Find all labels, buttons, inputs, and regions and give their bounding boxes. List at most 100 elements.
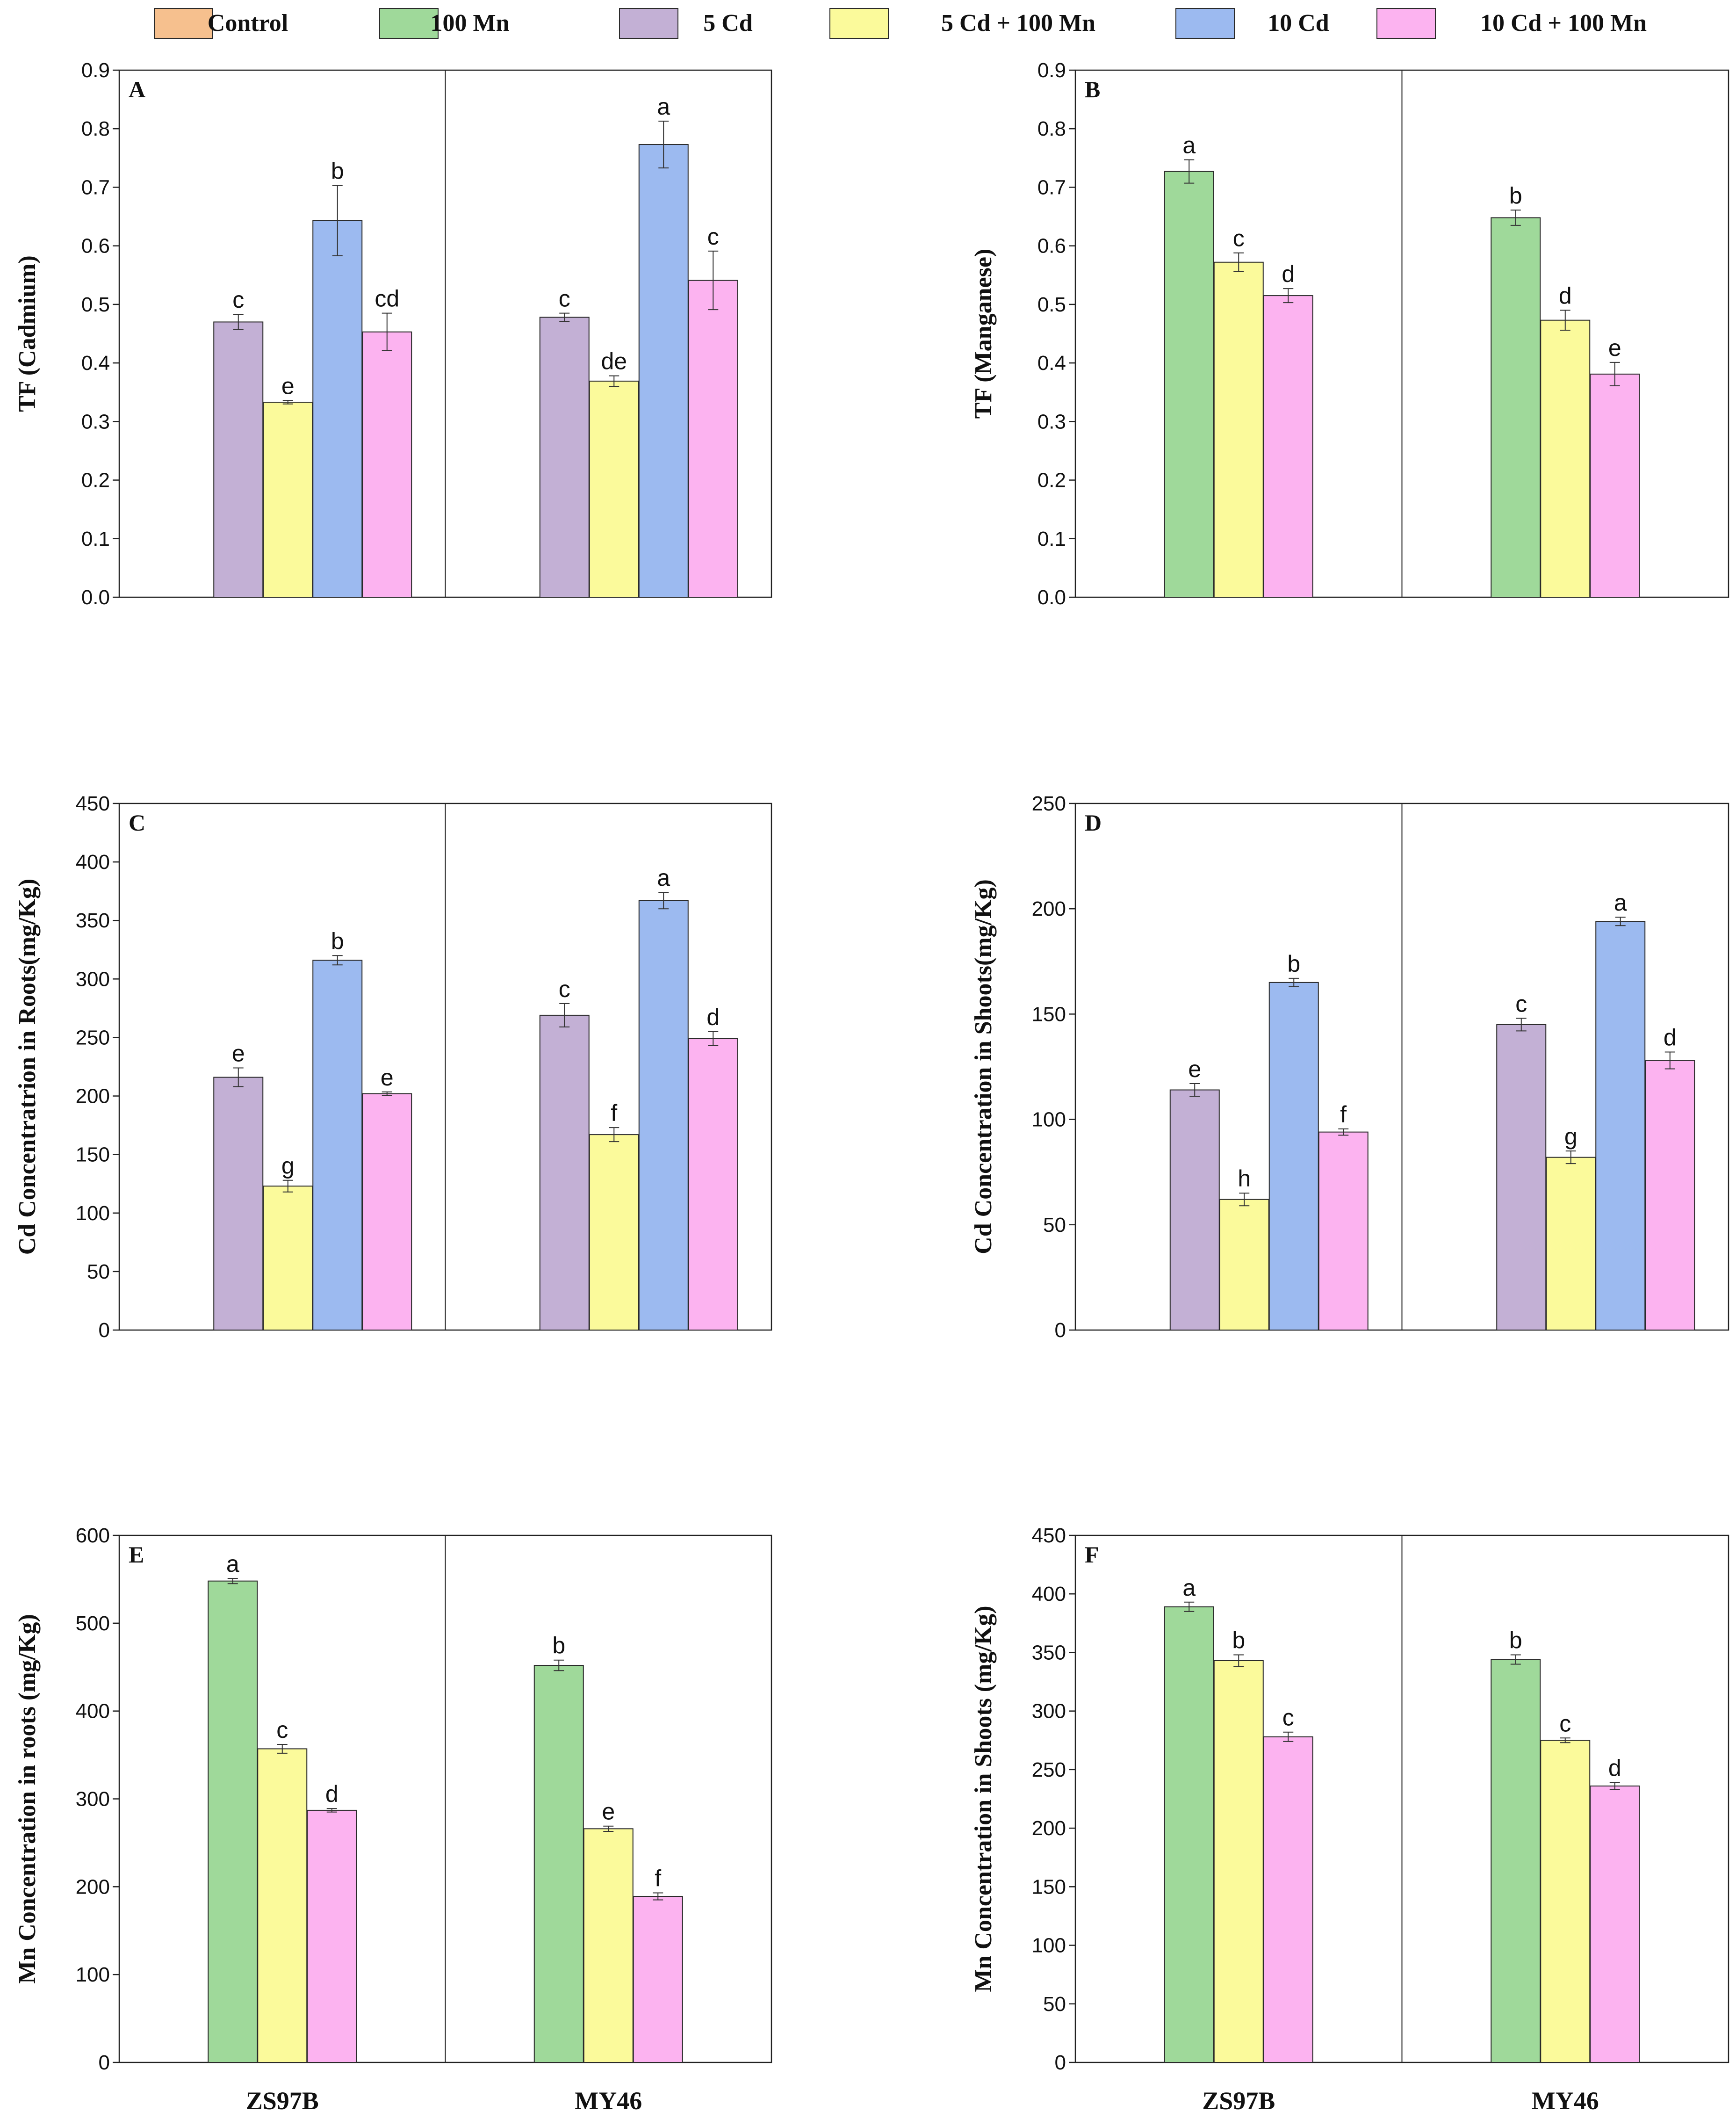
chart-D-y-axis-label: Cd Concentration in Shoots(mg/Kg) xyxy=(970,879,997,1254)
chart-B-y-tick-label: 0.8 xyxy=(1037,117,1066,140)
legend-item-cd10: 10 Cd xyxy=(1175,8,1329,39)
chart-C-bar-cd10-my46 xyxy=(638,900,689,1331)
chart-C-bar-cd10-zs97b xyxy=(312,960,363,1331)
chart-F-significance-letter: c xyxy=(1559,1710,1571,1736)
chart-D-bar-cd10-my46 xyxy=(1595,921,1646,1331)
chart-E-x-tick-label-my46: MY46 xyxy=(575,2087,642,2115)
chart-A-y-tick-label: 0.9 xyxy=(81,59,110,82)
chart-E-x-tick-label-zs97b: ZS97B xyxy=(246,2087,319,2115)
chart-C-y-tick-label: 250 xyxy=(76,1026,110,1049)
chart-E-panel-letter: E xyxy=(129,1541,144,1568)
chart-D-y-tick-label: 100 xyxy=(1032,1108,1066,1131)
chart-D: D 0 50 100 150 200 250 Cd Concentration in Shoo… xyxy=(970,792,1729,1342)
chart-F-bar-mn100-zs97b xyxy=(1164,1606,1214,2063)
chart-F-bar-cd10mn-my46 xyxy=(1590,1785,1640,2063)
chart-F-panel-letter: F xyxy=(1085,1541,1099,1568)
legend-item-control: Control xyxy=(154,8,288,39)
chart-D-y-tick-label: 150 xyxy=(1032,1003,1066,1026)
chart-D-bar-cd10-zs97b xyxy=(1268,982,1319,1331)
chart-A-significance-letter: c xyxy=(559,286,570,312)
chart-E-significance-letter: b xyxy=(552,1633,565,1659)
chart-D-significance-letter: g xyxy=(1564,1123,1578,1150)
chart-C-significance-letter: e xyxy=(232,1041,245,1067)
chart-F-bar-cd10mn-zs97b xyxy=(1263,1736,1313,2063)
chart-F-y-axis-label: Mn Concentration in Shoots (mg/Kg) xyxy=(970,1606,997,1992)
chart-A-y-tick-label: 0.7 xyxy=(81,176,110,199)
chart-A-significance-letter: a xyxy=(657,94,670,120)
legend-item-cd10mn: 10 Cd + 100 Mn xyxy=(1376,8,1647,39)
chart-B-significance-letter: b xyxy=(1509,182,1522,209)
chart-C-significance-letter: c xyxy=(559,976,570,1002)
chart-A-bar-cd5-zs97b xyxy=(213,321,264,598)
chart-B-y-tick-label: 0.0 xyxy=(1037,586,1066,609)
chart-B-bar-mn100-zs97b xyxy=(1164,171,1214,598)
chart-C-y-tick-label: 200 xyxy=(76,1085,110,1108)
chart-F-significance-letter: b xyxy=(1509,1627,1522,1653)
chart-C-y-tick-label: 350 xyxy=(76,909,110,932)
chart-F-y-tick-label: 150 xyxy=(1032,1875,1066,1898)
chart-F-x-tick-label-my46: MY46 xyxy=(1532,2087,1599,2115)
chart-B-significance-letter: e xyxy=(1608,335,1621,361)
chart-C-significance-letter: b xyxy=(331,928,344,954)
chart-D-significance-letter: h xyxy=(1238,1165,1251,1192)
chart-B-y-tick-label: 0.9 xyxy=(1037,59,1066,82)
chart-E-significance-letter: a xyxy=(226,1551,239,1577)
chart-E-bar-mn100-my46 xyxy=(533,1664,584,2063)
chart-A-y-tick-label: 0.5 xyxy=(81,293,110,316)
chart-E-y-tick-label: 200 xyxy=(76,1875,110,1898)
chart-E-bar-cd5mn-zs97b xyxy=(257,1748,308,2063)
chart-C-y-tick-label: 150 xyxy=(76,1143,110,1166)
chart-B-significance-letter: c xyxy=(1233,225,1245,252)
chart-D-panel-letter: D xyxy=(1085,810,1102,836)
chart-C-significance-letter: e xyxy=(381,1064,394,1091)
chart-E-significance-letter: f xyxy=(655,1865,661,1891)
chart-A-significance-letter: de xyxy=(601,348,627,375)
chart-F-y-tick-label: 100 xyxy=(1032,1934,1066,1957)
chart-D-bar-cd5mn-zs97b xyxy=(1219,1199,1269,1331)
chart-D-bar-cd10mn-my46 xyxy=(1645,1060,1695,1331)
chart-A-y-axis-label: TF (Cadmium) xyxy=(14,255,41,412)
chart-B-y-tick-label: 0.6 xyxy=(1037,235,1066,258)
chart-B-y-axis-label: TF (Manganese) xyxy=(970,249,997,419)
chart-F-bar-mn100-my46 xyxy=(1491,1659,1541,2063)
chart-A-bar-cd10-zs97b xyxy=(312,220,363,598)
chart-A-y-tick-label: 0.0 xyxy=(81,586,110,609)
legend-swatch-cd5mn xyxy=(829,8,889,39)
chart-C-significance-letter: d xyxy=(706,1004,720,1030)
chart-E-bar-cd5mn-my46 xyxy=(583,1828,634,2063)
chart-C-bar-cd5mn-zs97b xyxy=(263,1186,313,1331)
chart-F: F 0 50 100 150 200 250 300 350 400 450 Mn Concentra… xyxy=(970,1524,1729,2115)
chart-F-y-tick-label: 250 xyxy=(1032,1758,1066,1781)
chart-A-panel-letter: A xyxy=(129,76,145,102)
chart-C-bar-cd5mn-my46 xyxy=(589,1134,639,1331)
chart-A-significance-letter: cd xyxy=(375,286,399,312)
chart-E: E 0 100 200 300 400 500 600 Mn Concentration in … xyxy=(14,1524,772,2115)
chart-A-bar-cd10mn-zs97b xyxy=(362,331,412,598)
chart-D-significance-letter: c xyxy=(1515,991,1527,1017)
chart-F-bar-cd5mn-zs97b xyxy=(1213,1660,1264,2063)
chart-A: A 0.0 0.1 0.2 0.3 0.4 0.5 0.6 0.7 0.8 0.9 TF (Cadmi… xyxy=(14,59,772,609)
legend-label-cd5: 5 Cd xyxy=(703,10,753,36)
chart-F-x-tick-label-zs97b: ZS97B xyxy=(1202,2087,1275,2115)
chart-F-significance-letter: a xyxy=(1182,1575,1196,1601)
chart-F-significance-letter: d xyxy=(1608,1755,1621,1781)
chart-D-bar-cd5-my46 xyxy=(1496,1024,1547,1331)
legend-item-mn100: 100 Mn xyxy=(379,8,510,39)
chart-E-y-tick-label: 600 xyxy=(76,1524,110,1547)
chart-F-y-tick-label: 400 xyxy=(1032,1583,1066,1606)
legend-item-cd5: 5 Cd xyxy=(619,8,753,39)
legend: Control 100 Mn 5 Cd 5 Cd + 100 Mn 10 Cd 10 Cd… xyxy=(154,8,1647,39)
chart-B-significance-letter: d xyxy=(1282,261,1295,287)
chart-B-y-tick-label: 0.1 xyxy=(1037,528,1066,550)
chart-C-y-tick-label: 400 xyxy=(76,851,110,874)
chart-D-significance-letter: a xyxy=(1614,890,1627,916)
legend-label-cd10mn: 10 Cd + 100 Mn xyxy=(1480,10,1647,36)
chart-A-bar-cd5mn-my46 xyxy=(589,380,639,598)
chart-F-y-tick-label: 450 xyxy=(1032,1524,1066,1547)
chart-C-significance-letter: f xyxy=(611,1100,617,1126)
chart-D-y-tick-label: 50 xyxy=(1043,1214,1066,1237)
chart-A-significance-letter: c xyxy=(232,287,244,313)
legend-label-cd10: 10 Cd xyxy=(1268,10,1329,36)
legend-swatch-mn100 xyxy=(379,8,439,39)
